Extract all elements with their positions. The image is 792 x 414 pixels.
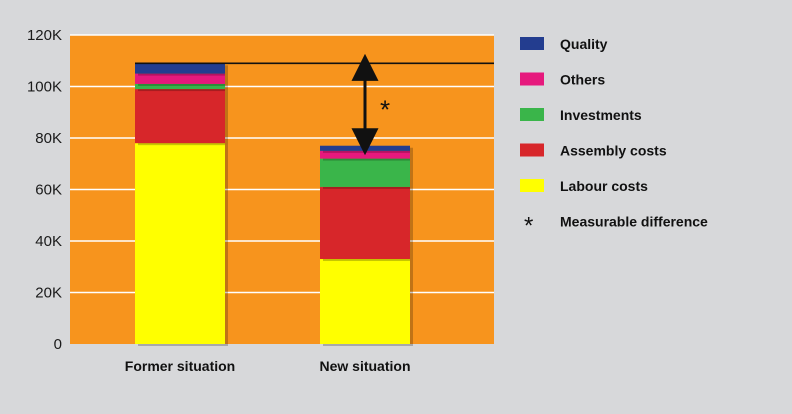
legend-swatch	[520, 179, 544, 192]
legend-label: Measurable difference	[560, 214, 708, 230]
bar-segment-assembly-costs	[320, 186, 410, 260]
y-tick-label: 60K	[35, 182, 62, 199]
y-tick-label: 20K	[35, 285, 62, 302]
x-category-label: Former situation	[125, 358, 235, 374]
y-tick-label: 0	[54, 336, 62, 353]
legend-label: Investments	[560, 107, 642, 123]
bar-segment-assembly-costs	[135, 89, 225, 144]
bar-segment-quality	[135, 63, 225, 74]
y-tick-label: 40K	[35, 233, 62, 250]
y-tick-label: 80K	[35, 130, 62, 147]
legend-label: Quality	[560, 36, 608, 52]
bar-segment-investments	[135, 83, 225, 90]
bar-segment-quality	[320, 145, 410, 151]
bar-segment-investments	[320, 158, 410, 187]
legend-swatch	[520, 72, 544, 86]
legend-swatch	[520, 143, 544, 157]
legend-label: Assembly costs	[560, 143, 667, 159]
y-tick-label: 100K	[27, 79, 62, 96]
legend-label: Others	[560, 72, 605, 88]
legend-asterisk: *	[524, 213, 533, 240]
x-category-label: New situation	[319, 358, 410, 374]
legend-label: Labour costs	[560, 178, 648, 194]
legend-swatch	[520, 108, 544, 121]
y-tick-label: 120K	[27, 27, 62, 44]
legend-swatch	[520, 37, 544, 50]
difference-asterisk: *	[380, 95, 390, 125]
bar-segment-labour-costs	[320, 259, 410, 344]
bar-segment-others	[135, 73, 225, 84]
bar-segment-labour-costs	[135, 143, 225, 344]
